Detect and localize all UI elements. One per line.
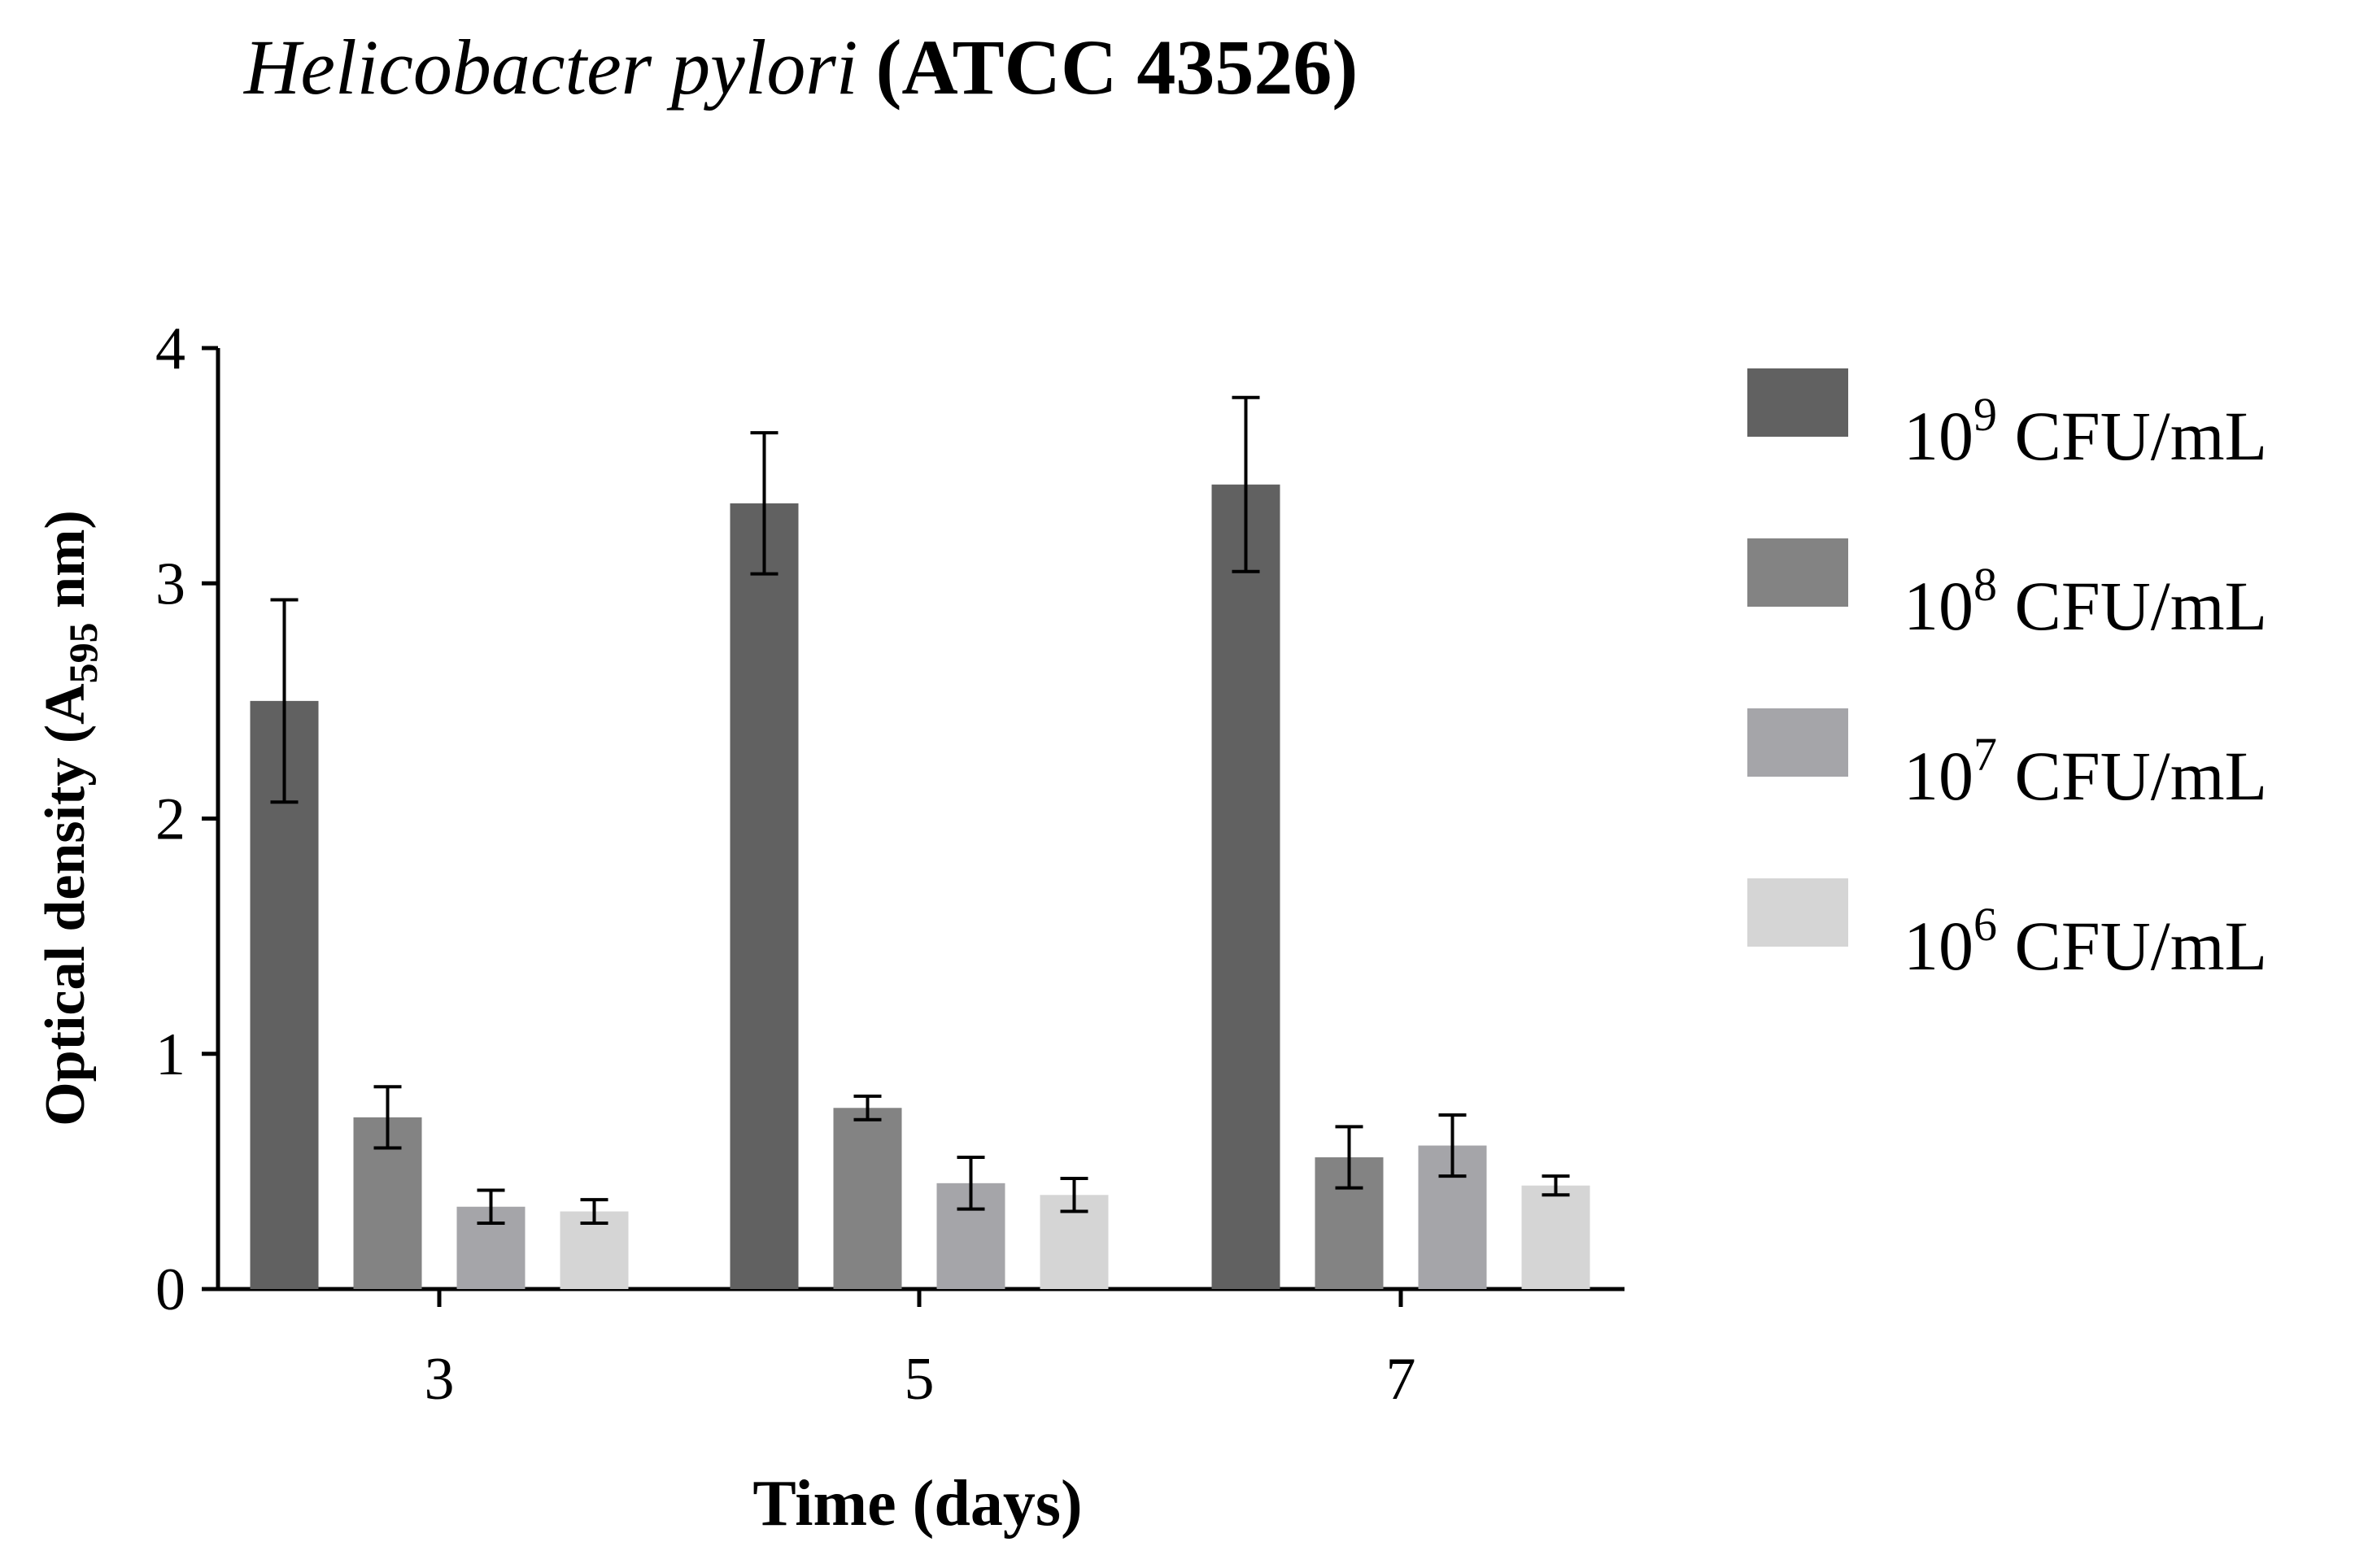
y-axis-label-subscript: 595 xyxy=(60,622,106,683)
bar xyxy=(1211,484,1280,1289)
legend-label-unit: CFU/mL xyxy=(1997,397,2267,475)
y-tick-label: 2 xyxy=(155,786,185,853)
legend-label-base: 10 xyxy=(1904,737,1973,815)
y-tick-label: 4 xyxy=(155,316,185,382)
x-ticks xyxy=(437,1289,1403,1307)
chart-title: Helicobacter pylori (ATCC 43526) xyxy=(242,24,1358,111)
legend-swatch xyxy=(1747,878,1848,947)
y-axis-label: Optical density (A595 nm) xyxy=(34,510,106,1126)
legend-item: 106 CFU/mL xyxy=(1747,878,2267,985)
y-tick-label: 3 xyxy=(155,551,185,617)
bar xyxy=(730,503,799,1289)
error-bars xyxy=(270,395,1570,1226)
legend-swatch xyxy=(1747,708,1848,777)
legend-label-unit: CFU/mL xyxy=(1997,907,2267,985)
legend-swatch xyxy=(1747,538,1848,607)
legend-label-unit: CFU/mL xyxy=(1997,567,2267,645)
x-tick-label: 7 xyxy=(1386,1346,1416,1413)
legend-label-base: 10 xyxy=(1904,567,1973,645)
y-axis-label-suffix: nm) xyxy=(34,510,97,622)
x-tick-label: 5 xyxy=(905,1346,935,1413)
chart-title-strain: (ATCC 43526) xyxy=(875,24,1358,111)
legend-label: 107 CFU/mL xyxy=(1904,728,2267,815)
bar xyxy=(1521,1185,1590,1289)
legend-label-base: 10 xyxy=(1904,397,1973,475)
legend-label-exponent: 7 xyxy=(1973,728,1997,781)
legend-label-base: 10 xyxy=(1904,907,1973,985)
legend-label: 109 CFU/mL xyxy=(1904,388,2267,475)
x-axis-label: Time (days) xyxy=(752,1468,1082,1540)
legend-label-exponent: 8 xyxy=(1973,558,1997,611)
x-tick-labels: 3 5 7 xyxy=(425,1346,1416,1413)
y-axis-label-prefix: Optical density (A xyxy=(34,683,97,1126)
legend-label: 106 CFU/mL xyxy=(1904,898,2267,985)
y-ticks xyxy=(202,346,218,1291)
x-tick-label: 3 xyxy=(425,1346,455,1413)
chart-title-organism: Helicobacter pylori xyxy=(242,24,857,111)
legend-label-exponent: 6 xyxy=(1973,898,1997,951)
legend-label-unit: CFU/mL xyxy=(1997,737,2267,815)
legend-item: 109 CFU/mL xyxy=(1747,368,2267,475)
legend-label-exponent: 9 xyxy=(1973,388,1997,441)
bar xyxy=(833,1108,902,1289)
y-tick-label: 0 xyxy=(155,1257,185,1323)
legend-item: 108 CFU/mL xyxy=(1747,538,2267,645)
bars xyxy=(250,484,1590,1289)
legend-item: 107 CFU/mL xyxy=(1747,708,2267,815)
legend-label: 108 CFU/mL xyxy=(1904,558,2267,645)
y-tick-label: 1 xyxy=(155,1021,185,1088)
legend: 109 CFU/mL 108 CFU/mL 107 CFU/mL 106 CFU… xyxy=(1747,368,2267,985)
y-tick-labels: 0 1 2 3 4 xyxy=(155,316,185,1323)
legend-swatch xyxy=(1747,368,1848,437)
